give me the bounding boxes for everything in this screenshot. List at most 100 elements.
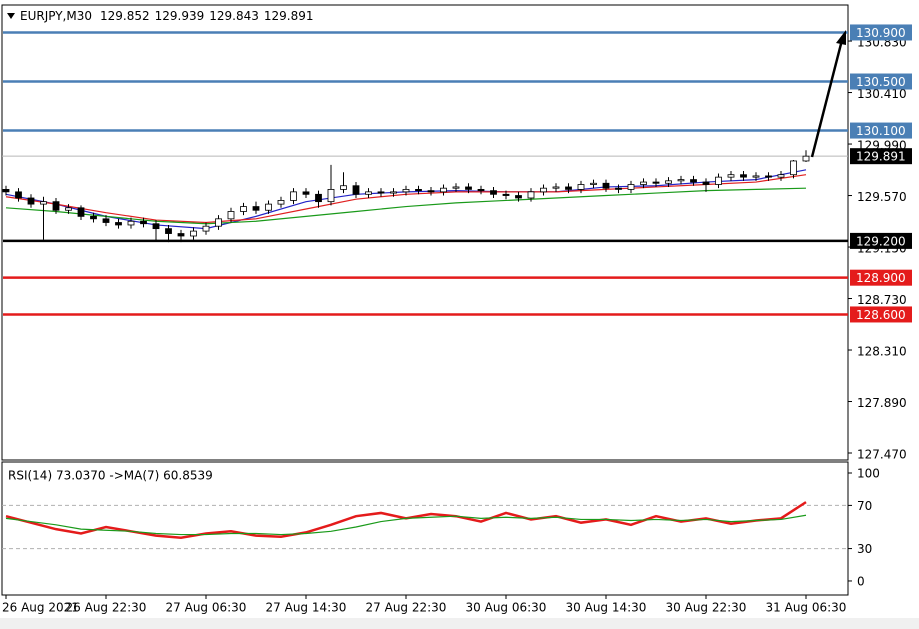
candle-body [77,207,85,217]
candle-body [790,160,797,176]
candle-body [677,179,685,182]
level-label: 130.100 [856,124,906,138]
y-tick-label: 129.570 [857,190,907,204]
candle-body [440,187,447,193]
menu-triangle[interactable] [7,13,15,19]
y-tick-label: 128.310 [857,345,907,359]
candle-body [515,195,522,199]
symbol: EURJPY,M30 [20,9,92,23]
rsi-tick-label: 70 [857,499,872,513]
candle-body [390,191,397,194]
x-tick-label: 31 Aug 06:30 [766,601,847,615]
candle-body [90,215,97,220]
level-label: 129.200 [856,234,906,248]
level-label-box [850,269,912,286]
candle-body [402,189,410,193]
candle-body [740,174,747,178]
candle-body [590,182,597,185]
candle-body [290,191,297,201]
candle-body [727,174,735,178]
candle-body [127,220,135,226]
level-label: 128.600 [856,308,906,322]
rsi-line [5,514,807,536]
rsi-tick-label: 30 [857,542,872,556]
candle-body [552,186,560,189]
x-tick-label: 26 Aug 2021 [2,601,79,615]
candle-body [715,176,722,185]
candle-body [615,187,622,190]
candle-body [502,193,510,196]
candle-body [215,218,222,227]
level-label-box [850,232,912,249]
y-tick-label: 130.410 [857,87,907,101]
candle-body [177,233,185,237]
candle-body [102,218,110,223]
rsi-tick-label: 0 [857,574,865,588]
candle-body [65,207,72,211]
rsi-label: RSI(14) 73.0370 ->MA(7) 60.8539 [8,469,213,483]
current-price-box [850,148,912,165]
level-label-box [850,73,912,90]
candle-body [240,206,247,212]
candle-body [640,181,647,185]
x-tick-label: 30 Aug 14:30 [566,601,647,615]
candle-body [265,203,272,211]
candle-body [565,186,572,190]
candle-body [327,189,335,203]
candle-body [377,191,385,194]
moving-average [5,187,807,225]
high: 129.939 [155,9,205,23]
candle-body [665,180,672,184]
candle-body [252,206,260,211]
x-tick-label: 30 Aug 22:30 [666,601,747,615]
candle-body [315,193,322,203]
rsi-tick-label: 100 [857,467,880,481]
y-tick-label: 128.730 [857,293,907,307]
x-tick-label: 27 Aug 06:30 [166,601,247,615]
rsi-panel [1,461,849,596]
candle-body [415,189,422,192]
candle-body [190,230,197,237]
level-label-box [850,24,912,41]
y-tick-label: 127.890 [857,396,907,410]
candle-body [427,190,435,193]
candle-body [765,175,772,178]
low: 129.843 [209,9,259,23]
candle-body [465,186,472,190]
x-tick-label: 27 Aug 22:30 [366,601,447,615]
candle-body [152,223,160,230]
candle-body [227,211,235,220]
candle-body [165,228,172,234]
candle-body [690,179,697,183]
candle-body [40,201,47,205]
candle-body [2,189,10,193]
level-label: 128.900 [856,271,906,285]
candle-body [477,189,485,192]
candle-body [352,185,360,195]
candle-body [140,220,147,225]
level-label-box [850,122,912,139]
arrow-head [836,30,846,45]
candle-body [277,200,285,205]
candle-body [802,155,810,162]
marks: 130.830130.410129.990129.570129.150128.7… [2,24,912,615]
price-panel [1,4,849,461]
current-price-label: 129.891 [856,150,906,164]
candle-body [702,181,710,185]
candle-body [52,201,60,211]
candle-body [302,191,310,195]
candle-body [652,181,660,184]
candle-body [527,191,535,199]
level-label: 130.900 [856,26,906,40]
candle-body [752,175,760,178]
chart-header: EURJPY,M30 129.852 129.939 129.843 129.891 [20,9,313,23]
level-label-box [850,306,912,323]
candle-body [540,187,547,193]
level-label: 130.500 [856,75,906,89]
candle-body [490,190,497,195]
candle-body [115,222,122,226]
candle-body [15,191,22,199]
candle-body [340,185,347,190]
